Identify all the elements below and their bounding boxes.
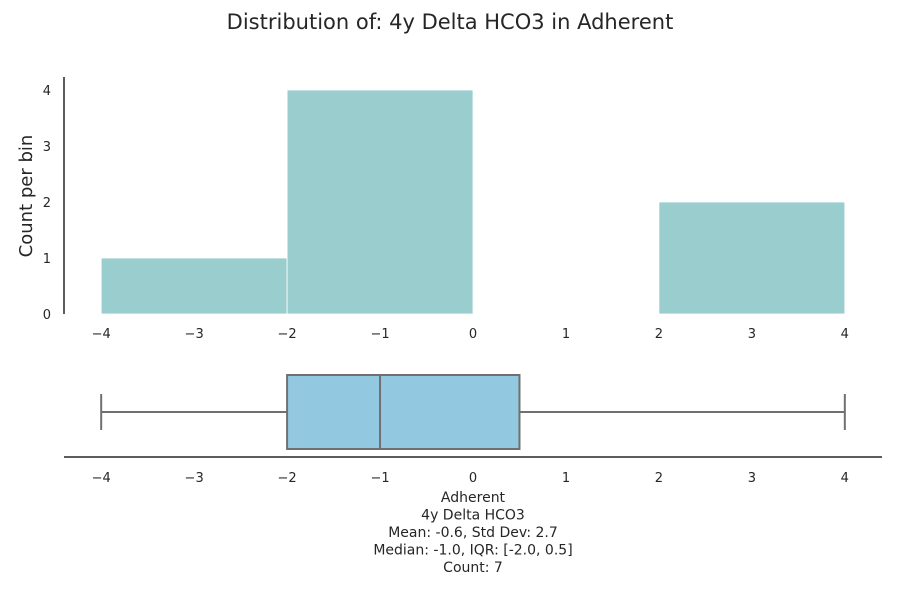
histogram-bar: [658, 201, 846, 315]
y-tick-label: 2: [43, 196, 51, 211]
x-tick-label: 0: [469, 327, 477, 342]
x-tick-label: 3: [748, 471, 756, 486]
x-tick-label: −3: [185, 327, 204, 342]
x-tick-label: 1: [562, 471, 570, 486]
histogram-plot: 0 1 2 3 4 −4 −3 −2 −1 0 1 2 3 4: [43, 77, 849, 342]
x-tick-label: −2: [278, 471, 297, 486]
x-tick-label: 0: [469, 471, 477, 486]
y-tick-label: 4: [43, 84, 51, 99]
boxplot-plot: −4 −3 −2 −1 0 1 2 3 4: [64, 374, 882, 486]
caption-line: Count: 7: [443, 560, 503, 576]
caption-line: 4y Delta HCO3: [421, 508, 525, 524]
x-tick-label: −4: [92, 471, 111, 486]
x-tick-label: 2: [655, 471, 663, 486]
iqr-box: [286, 374, 521, 450]
x-tick-label: 2: [655, 327, 663, 342]
y-axis-label: Count per bin: [16, 135, 37, 258]
x-tick-label: −4: [92, 327, 111, 342]
x-tick-label: 1: [562, 327, 570, 342]
x-tick-label: −3: [185, 471, 204, 486]
x-tick-label: 4: [841, 471, 849, 486]
y-tick-label: 3: [43, 140, 51, 155]
y-tick-label: 0: [43, 308, 51, 323]
caption-line: Median: -1.0, IQR: [-2.0, 0.5]: [373, 543, 572, 559]
x-tick-label: −2: [278, 327, 297, 342]
y-tick-label: 1: [43, 252, 51, 267]
caption-line: Adherent: [441, 490, 506, 506]
x-tick-label: −1: [370, 471, 389, 486]
x-tick-label: −1: [370, 327, 389, 342]
x-tick-label: 4: [841, 327, 849, 342]
chart-title: Distribution of: 4y Delta HCO3 in Adhere…: [227, 10, 674, 34]
histogram-bar: [100, 257, 288, 315]
x-tick-label: 3: [748, 327, 756, 342]
histogram-bar: [286, 89, 474, 315]
caption-line: Mean: -0.6, Std Dev: 2.7: [388, 525, 558, 541]
